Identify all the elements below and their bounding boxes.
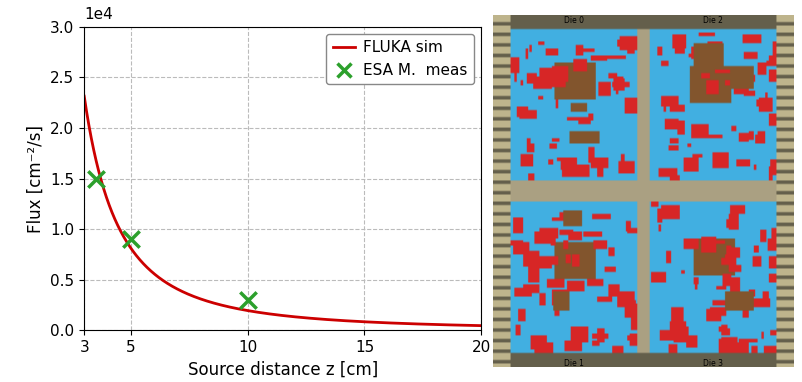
Text: 1e4: 1e4 <box>84 7 113 22</box>
Text: Die 1: Die 1 <box>564 359 584 368</box>
FLUKA sim <box>79 94 89 99</box>
FLUKA sim <box>352 319 362 324</box>
FLUKA sim <box>254 310 264 315</box>
Text: Die 3: Die 3 <box>703 359 723 368</box>
FLUKA sim <box>396 321 406 326</box>
FLUKA sim <box>120 236 130 241</box>
ESA M.  meas <box>241 297 254 303</box>
FLUKA sim <box>389 321 399 325</box>
X-axis label: Source distance z [cm]: Source distance z [cm] <box>188 361 378 379</box>
Text: Die 0: Die 0 <box>564 16 584 25</box>
Legend: FLUKA sim, ESA M.  meas: FLUKA sim, ESA M. meas <box>326 34 473 84</box>
Line: FLUKA sim: FLUKA sim <box>84 96 481 325</box>
FLUKA sim <box>240 308 249 312</box>
ESA M.  meas <box>90 176 103 182</box>
Text: Die 2: Die 2 <box>703 16 723 25</box>
FLUKA sim <box>476 323 486 328</box>
ESA M.  meas <box>124 236 137 243</box>
Y-axis label: Flux [cm⁻²/s]: Flux [cm⁻²/s] <box>26 125 45 233</box>
